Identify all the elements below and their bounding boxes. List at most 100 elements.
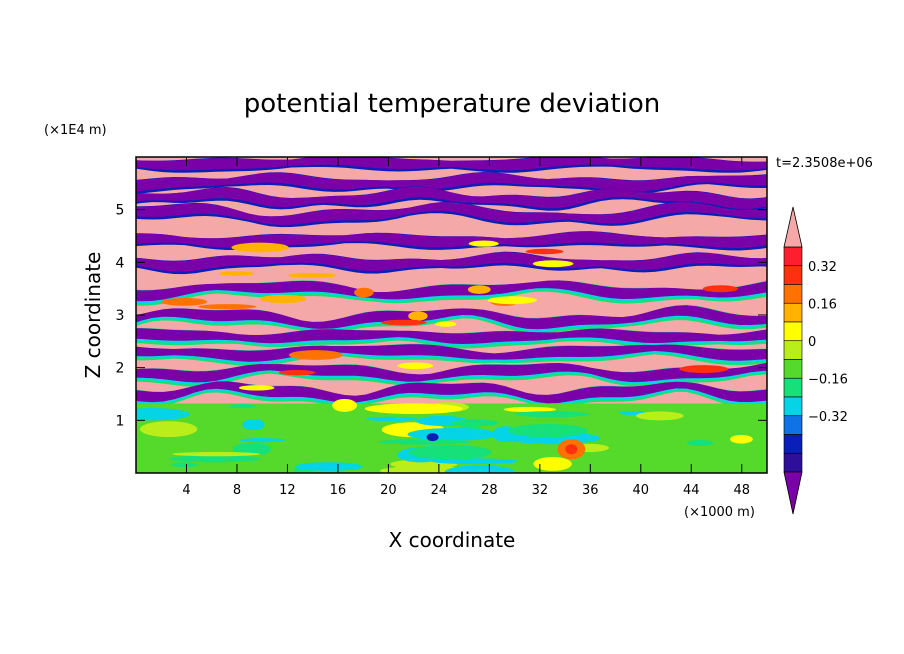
contour-band — [136, 252, 767, 272]
colorbar-label: 0.32 — [808, 260, 837, 275]
warm-anomaly — [354, 287, 374, 298]
boundary-layer-cell — [408, 444, 492, 460]
y-tick-label: 2 — [116, 361, 125, 377]
boundary-layer-cell — [686, 440, 714, 446]
y-tick-label: 1 — [116, 413, 125, 429]
boundary-layer-cell — [294, 462, 363, 471]
y-tick-label: 3 — [116, 308, 125, 324]
boundary-layer-cell — [450, 419, 499, 427]
contour-band — [136, 344, 767, 362]
colorbar-swatch — [783, 246, 803, 267]
warm-anomaly — [435, 321, 457, 327]
colorbar-max-arrow — [783, 206, 803, 248]
colorbar-swatch — [783, 359, 803, 379]
contour-band — [136, 328, 767, 344]
x-tick-label: 32 — [532, 483, 549, 498]
warm-anomaly — [468, 240, 499, 247]
warm-anomaly — [260, 294, 307, 304]
contour-band — [136, 157, 767, 171]
x-axis-label: X coordinate — [389, 528, 516, 552]
colorbar-swatch — [783, 302, 803, 323]
colorbar-label: 0 — [808, 335, 816, 350]
warm-anomaly — [702, 285, 739, 293]
colorbar: 0.32 0.16 0 −0.16 −0.32 — [783, 206, 848, 515]
chart-title: potential temperature deviation — [244, 89, 660, 119]
warm-anomaly-core — [565, 444, 578, 455]
boundary-layer-cell — [364, 403, 463, 415]
x-tick-label: 4 — [182, 483, 190, 498]
contour-band — [136, 362, 767, 383]
x-tick-label: 48 — [733, 483, 750, 498]
colorbar-label: −0.32 — [808, 410, 848, 425]
colorbar-swatch — [783, 340, 803, 360]
warm-anomaly — [198, 304, 257, 310]
lower-layer-field — [136, 398, 767, 473]
boundary-layer-cell — [377, 439, 470, 445]
x-axis: 4 8 12 16 20 24 28 32 36 40 44 48 — [182, 157, 750, 498]
boundary-layer-cell — [136, 408, 190, 421]
warm-anomaly — [679, 365, 729, 373]
y-tick-label: 5 — [116, 203, 125, 219]
x-tick-label: 12 — [279, 483, 296, 498]
colorbar-label: −0.16 — [808, 372, 848, 387]
colorbar-swatch — [783, 434, 803, 454]
boundary-layer-cell — [172, 451, 261, 457]
boundary-layer-cell — [407, 428, 499, 441]
warm-anomaly — [218, 271, 255, 276]
boundary-layer-cell — [332, 398, 358, 412]
boundary-layer-cell — [533, 456, 572, 471]
warm-anomaly — [467, 285, 491, 294]
colorbar-swatch — [783, 377, 803, 398]
warm-anomaly — [380, 319, 427, 326]
boundary-layer-cell — [242, 419, 265, 431]
y-axis-label: Z coordinate — [81, 252, 105, 379]
time-label: t=2.3508e+06 — [776, 156, 873, 171]
boundary-layer-cell — [171, 462, 199, 468]
boundary-layer-cell — [444, 465, 516, 473]
x-tick-label: 24 — [431, 483, 448, 498]
contour-band — [136, 381, 767, 404]
warm-anomaly — [532, 260, 574, 268]
colorbar-swatch — [783, 415, 803, 435]
warm-anomaly — [288, 350, 343, 360]
contour-band — [136, 186, 767, 209]
x-tick-label: 20 — [380, 483, 397, 498]
contour-band — [136, 172, 767, 192]
boundary-layer-cell — [636, 411, 684, 421]
contour-band — [136, 202, 767, 225]
boundary-layer-cell — [229, 403, 256, 409]
warm-anomaly — [161, 297, 208, 306]
boundary-layer-cell — [514, 411, 589, 418]
boundary-layer-cell — [503, 406, 556, 413]
boundary-layer-cell — [365, 416, 418, 422]
x-tick-label: 36 — [582, 483, 599, 498]
x-tick-label: 8 — [233, 483, 241, 498]
boundary-layer-cell — [169, 455, 261, 463]
boundary-layer-cell — [507, 423, 588, 438]
colorbar-min-arrow — [783, 471, 803, 515]
x-tick-label: 16 — [330, 483, 347, 498]
colorbar-swatch — [783, 284, 803, 304]
contour-band — [136, 280, 767, 302]
contour-band — [136, 305, 767, 330]
colorbar-label: 0.16 — [808, 297, 837, 312]
x-tick-label: 40 — [633, 483, 650, 498]
contour-band — [136, 231, 767, 248]
x-tick-label: 28 — [481, 483, 498, 498]
cold-anomaly — [426, 433, 439, 442]
plot-area — [136, 157, 767, 473]
warm-anomaly — [525, 248, 564, 255]
x-tick-label: 44 — [683, 483, 700, 498]
boundary-layer-cell — [139, 421, 198, 438]
boundary-layer-cell — [730, 434, 753, 444]
warm-anomaly — [278, 369, 316, 376]
x-units-label: (×1000 m) — [684, 505, 755, 520]
colorbar-swatch — [783, 265, 803, 285]
contour-bands — [136, 157, 767, 408]
warm-anomaly — [231, 242, 289, 253]
boundary-layer-cell — [239, 438, 285, 443]
colorbar-swatch — [783, 321, 803, 342]
warm-anomaly — [397, 362, 434, 370]
warm-anomaly — [408, 311, 428, 321]
